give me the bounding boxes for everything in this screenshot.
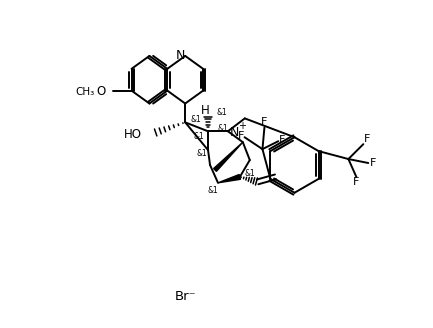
Text: &1: &1 [245, 170, 255, 178]
Text: F: F [237, 131, 244, 141]
Text: F: F [353, 177, 359, 187]
Text: F: F [279, 135, 285, 145]
Text: CH₃: CH₃ [75, 87, 94, 97]
Text: +: + [238, 121, 246, 131]
Text: Br⁻: Br⁻ [174, 290, 196, 303]
Text: N: N [175, 50, 185, 62]
Text: F: F [370, 158, 376, 168]
Text: &1: &1 [208, 186, 218, 195]
Text: &1: &1 [190, 115, 201, 124]
Text: O: O [96, 85, 105, 98]
Text: HO: HO [123, 128, 142, 141]
Polygon shape [218, 174, 240, 183]
Text: H: H [201, 104, 210, 117]
Text: &1: &1 [196, 149, 207, 157]
Text: &1: &1 [218, 124, 229, 133]
Text: F: F [364, 134, 371, 144]
Text: &1: &1 [217, 108, 228, 117]
Polygon shape [213, 142, 243, 171]
Text: &1: &1 [193, 132, 204, 141]
Text: N: N [230, 126, 239, 139]
Text: F: F [261, 117, 268, 127]
